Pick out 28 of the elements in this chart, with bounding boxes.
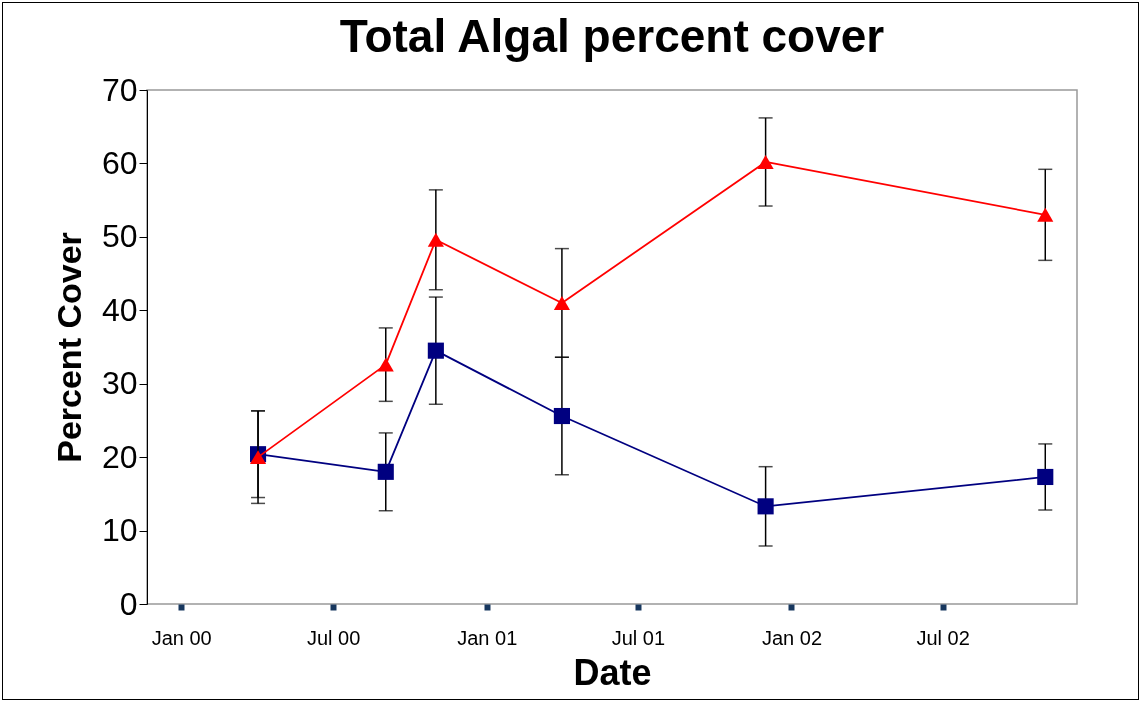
y-tick-label: 10 bbox=[101, 512, 138, 549]
point bbox=[427, 232, 444, 247]
point bbox=[553, 407, 570, 425]
point bbox=[757, 154, 774, 169]
y-tick-label: 30 bbox=[101, 365, 138, 402]
y-tick-label: 60 bbox=[101, 144, 138, 181]
x-tick-label: Jul 00 bbox=[306, 626, 361, 649]
y-tick-label: 20 bbox=[101, 438, 138, 475]
y-tick-label: 50 bbox=[101, 218, 138, 255]
x-tick-label: Jan 01 bbox=[457, 626, 518, 649]
point bbox=[249, 450, 267, 465]
y-tick-label: 40 bbox=[101, 291, 138, 328]
y-axis-title: Percent Cover bbox=[49, 232, 88, 463]
point bbox=[427, 342, 444, 359]
chart-title: Total Algal percent cover bbox=[339, 10, 885, 62]
y-tick-label: 70 bbox=[101, 71, 138, 108]
point bbox=[757, 498, 774, 515]
point bbox=[553, 295, 570, 310]
x-tick-label: Jan 00 bbox=[151, 626, 212, 649]
x-tick-label: Jul 02 bbox=[916, 626, 970, 649]
point bbox=[377, 463, 394, 480]
x-tick-label: Jul 01 bbox=[611, 626, 666, 649]
x-axis-title: Date bbox=[573, 651, 652, 693]
point bbox=[377, 357, 394, 372]
point bbox=[1037, 468, 1054, 486]
x-tick-label: Jan 02 bbox=[761, 626, 823, 649]
point bbox=[1037, 207, 1054, 222]
y-tick-label: 0 bbox=[119, 585, 138, 622]
